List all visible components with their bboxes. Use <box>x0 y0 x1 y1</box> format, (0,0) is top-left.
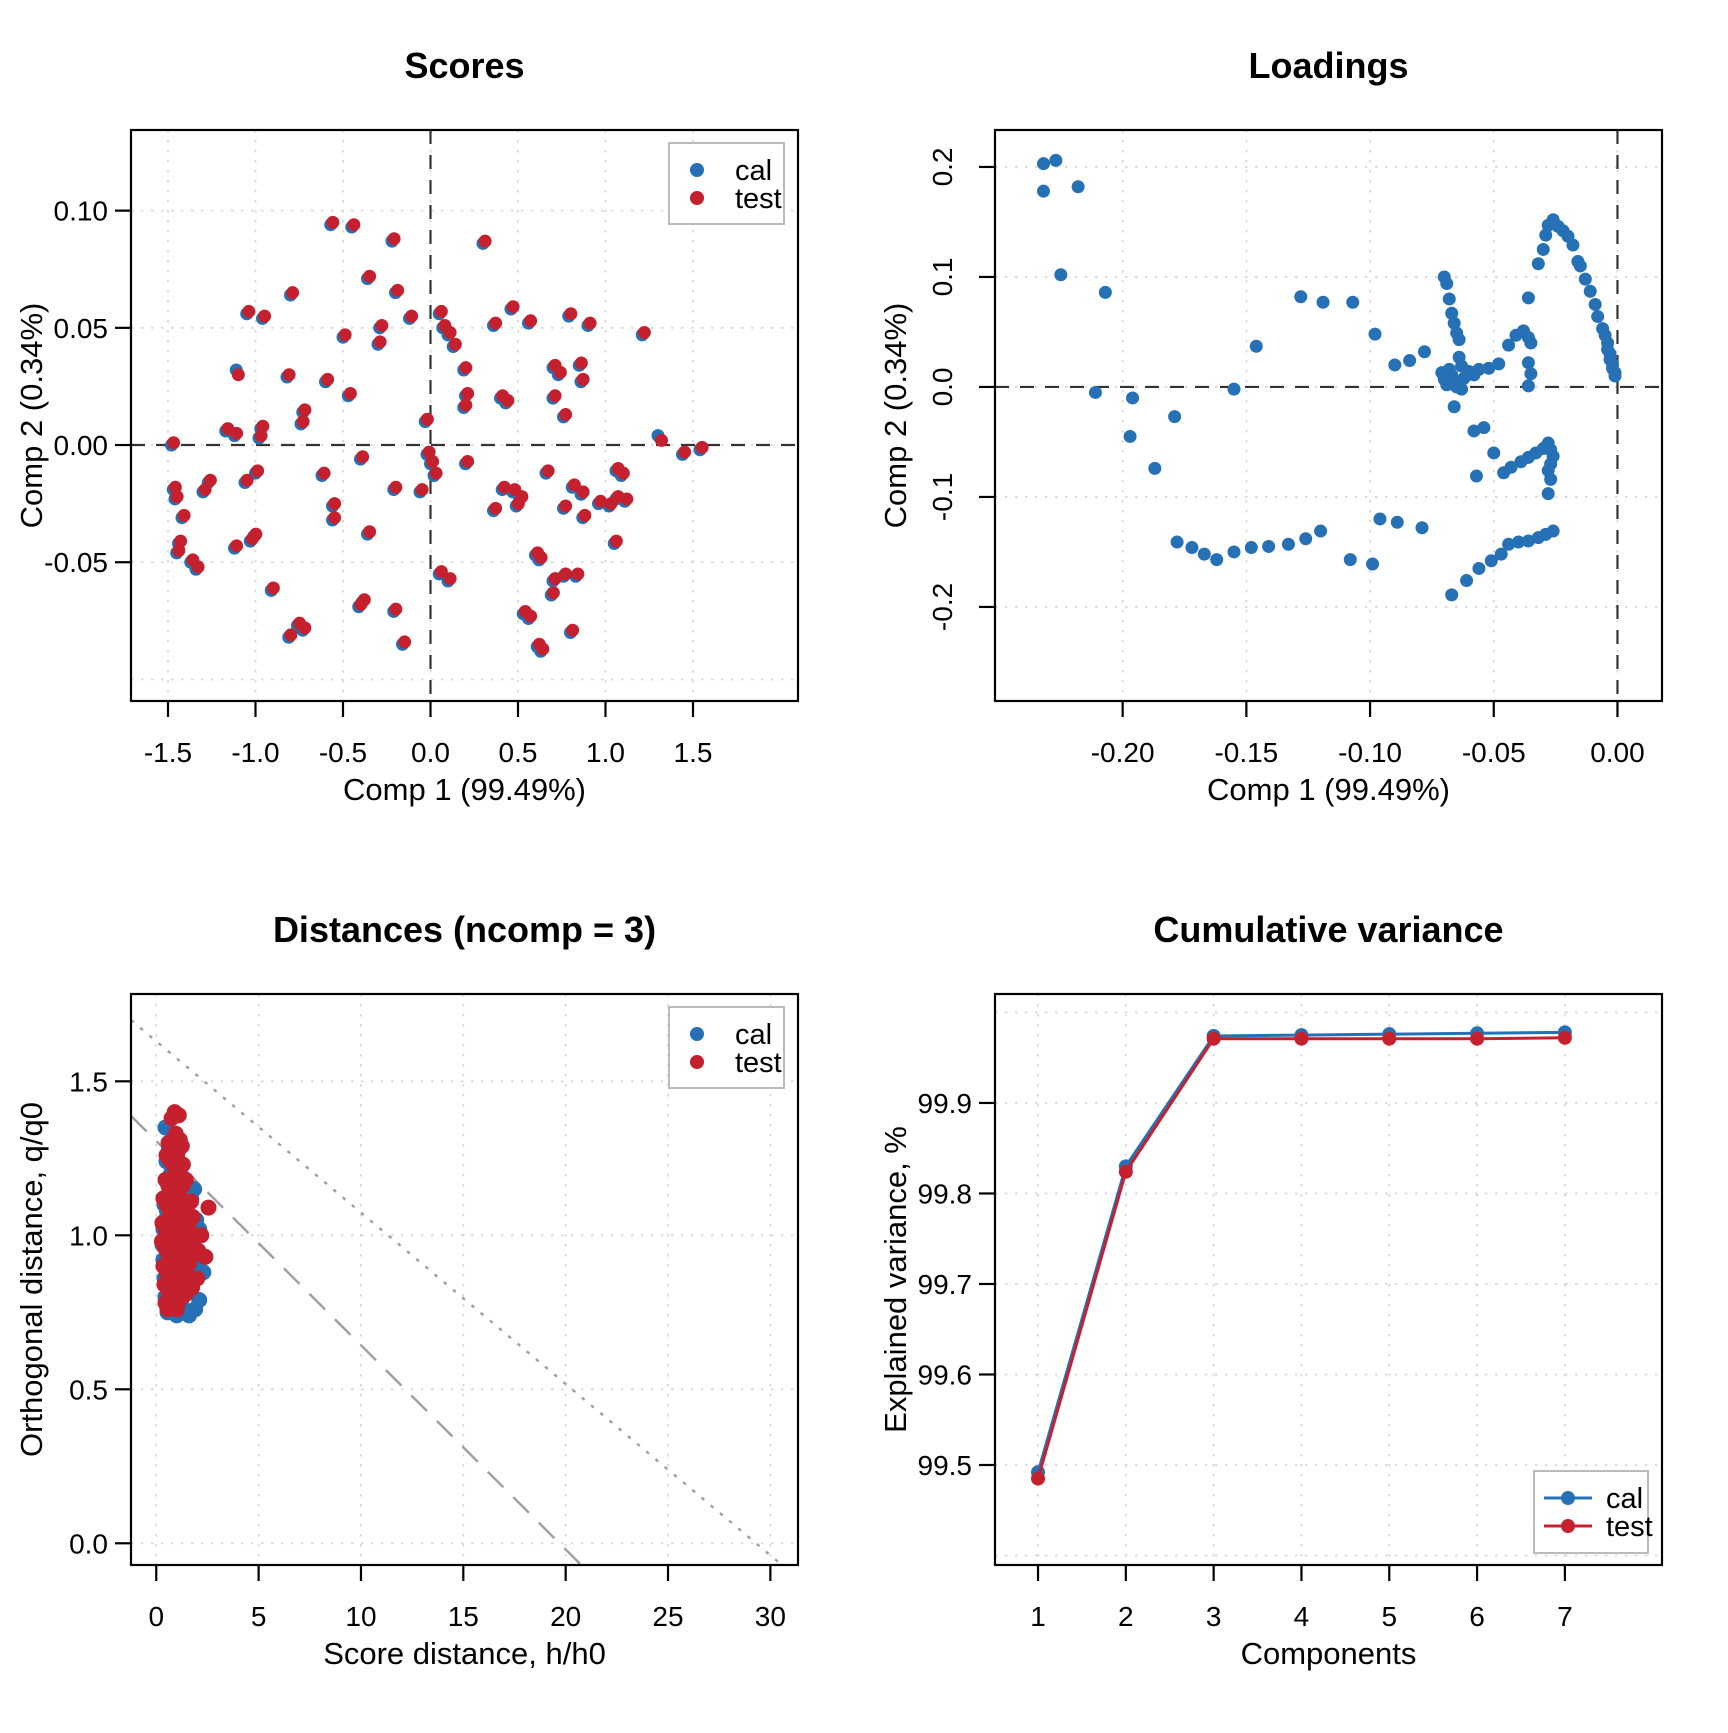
distances-plot: 0 5 10 15 20 25 30 0.0 0.5 1.0 1.5 Distances (ncomp… <box>0 864 864 1728</box>
series-cal <box>1031 1025 1572 1480</box>
x-tick-label: 25 <box>652 1601 683 1632</box>
x-tick-label: -0.20 <box>1091 737 1155 768</box>
x-tick-label: 6 <box>1469 1601 1485 1632</box>
x-axis-label: Comp 1 (99.49%) <box>343 772 586 807</box>
x-tick-label: 20 <box>550 1601 581 1632</box>
grid <box>995 994 1662 1565</box>
x-tick-label: -0.15 <box>1214 737 1278 768</box>
loadings-plot: -0.20 -0.15 -0.10 -0.05 0.00 0.2 0.1 0.0 -0.1 -0.… <box>864 0 1728 864</box>
legend-label: cal <box>735 1019 772 1051</box>
legend-label: test <box>735 1047 782 1079</box>
y-tick-label: 99.5 <box>918 1450 973 1481</box>
x-tick-label: 5 <box>1381 1601 1397 1632</box>
grid <box>131 994 798 1565</box>
grid <box>995 130 1662 701</box>
x-tick-label: 5 <box>251 1601 267 1632</box>
x-tick-label: 1.5 <box>674 737 713 768</box>
x-tick-label: 30 <box>755 1601 786 1632</box>
series-test <box>1031 1030 1572 1486</box>
legend-label: cal <box>1606 1483 1643 1515</box>
y-tick-label: 99.6 <box>918 1359 973 1390</box>
scores-svg: -1.5 -1.0 -0.5 0.0 0.5 1.0 1.5 0.10 0.05 0.00 -0.0… <box>14 45 800 807</box>
legend-label: cal <box>735 155 772 187</box>
x-tick-label: -1.0 <box>231 737 279 768</box>
chart-title: Distances (ncomp = 3) <box>273 909 656 950</box>
y-tick-label: 99.8 <box>918 1178 973 1209</box>
x-axis-label: Components <box>1241 1636 1417 1671</box>
x-tick-label: -0.05 <box>1462 737 1526 768</box>
plot-box <box>129 992 800 1567</box>
x-tick-label: 1.0 <box>586 737 625 768</box>
y-tick-label: 0.2 <box>927 147 958 186</box>
x-tick-label: 7 <box>1557 1601 1573 1632</box>
series-test <box>153 1104 217 1318</box>
y-tick-label: 0.10 <box>54 196 109 227</box>
loadings-svg: -0.20 -0.15 -0.10 -0.05 0.00 0.2 0.1 0.0 -0.1 -0.… <box>878 45 1664 807</box>
y-tick-label: -0.2 <box>927 583 958 631</box>
x-tick-label: 1 <box>1030 1601 1046 1632</box>
y-tick-label: 1.0 <box>69 1220 108 1251</box>
scores-plot: -1.5 -1.0 -0.5 0.0 0.5 1.0 1.5 0.10 0.05 0.00 -0.0… <box>0 0 864 864</box>
plot-box <box>129 128 800 703</box>
chart-title: Scores <box>404 45 524 86</box>
x-tick-label: 2 <box>1118 1601 1134 1632</box>
x-tick-label: -0.5 <box>319 737 367 768</box>
y-tick-label: 0.00 <box>54 430 109 461</box>
dotted-limit-line <box>130 1019 783 1566</box>
distances-svg: 0 5 10 15 20 25 30 0.0 0.5 1.0 1.5 Distances (ncomp… <box>14 909 800 1671</box>
y-axis-label: Comp 2 (0.34%) <box>14 303 49 529</box>
axes: -0.20 -0.15 -0.10 -0.05 0.00 0.2 0.1 0.0 -0.1 -0.… <box>927 147 1645 768</box>
x-tick-label: 10 <box>345 1601 376 1632</box>
y-tick-label: 99.9 <box>918 1088 973 1119</box>
legend-label: test <box>1606 1511 1653 1543</box>
plot-box <box>993 128 1664 703</box>
y-tick-label: 1.5 <box>69 1066 108 1097</box>
x-tick-label: 15 <box>448 1601 479 1632</box>
y-tick-label: 0.0 <box>69 1528 108 1559</box>
x-axis-label: Comp 1 (99.49%) <box>1207 772 1450 807</box>
chart-title: Loadings <box>1249 45 1409 86</box>
y-tick-label: 0.1 <box>927 257 958 296</box>
y-tick-label: 0.05 <box>54 313 109 344</box>
x-tick-label: 3 <box>1206 1601 1222 1632</box>
y-tick-label: 99.7 <box>918 1269 973 1300</box>
series-cal <box>164 218 707 658</box>
y-tick-label: -0.05 <box>44 547 108 578</box>
series-loadings <box>1036 153 1622 602</box>
y-tick-label: 0.5 <box>69 1374 108 1405</box>
x-tick-label: 0.00 <box>1590 737 1645 768</box>
chart-title: Cumulative variance <box>1153 909 1503 950</box>
y-tick-label: 0.0 <box>927 367 958 406</box>
plot-box <box>993 992 1664 1567</box>
y-axis-label: Explained variance, % <box>878 1126 913 1433</box>
x-tick-label: 0 <box>148 1601 164 1632</box>
y-tick-label: -0.1 <box>927 473 958 521</box>
x-tick-label: 0.5 <box>499 737 538 768</box>
y-axis-label: Comp 2 (0.34%) <box>878 303 913 529</box>
y-axis-label: Orthogonal distance, q/q0 <box>14 1102 49 1457</box>
x-tick-label: 4 <box>1294 1601 1310 1632</box>
series-test <box>167 215 709 656</box>
cumvar-svg: 1 2 3 4 5 6 7 99.5 99.6 99.7 99.8 99.9 Cumulative va… <box>878 909 1664 1671</box>
x-tick-label: 0.0 <box>411 737 450 768</box>
axes: -1.5 -1.0 -0.5 0.0 0.5 1.0 1.5 0.10 0.05 0.00 -0.0… <box>44 196 712 768</box>
axes: 1 2 3 4 5 6 7 99.5 99.6 99.7 99.8 99.9 <box>918 1088 1573 1632</box>
axes: 0 5 10 15 20 25 30 0.0 0.5 1.0 1.5 <box>69 1066 786 1632</box>
x-tick-label: -1.5 <box>144 737 192 768</box>
x-tick-label: -0.10 <box>1338 737 1402 768</box>
x-axis-label: Score distance, h/h0 <box>323 1636 606 1671</box>
cumulative-variance-plot: 1 2 3 4 5 6 7 99.5 99.6 99.7 99.8 99.9 Cumulative va… <box>864 864 1728 1728</box>
legend-label: test <box>735 183 782 215</box>
